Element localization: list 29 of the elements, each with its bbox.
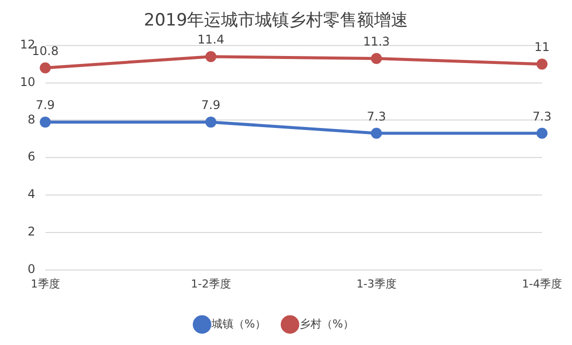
legend-label: 城镇（%） bbox=[210, 317, 266, 330]
data-label: 11.4 bbox=[197, 32, 224, 47]
point bbox=[536, 128, 548, 139]
point bbox=[205, 51, 216, 62]
chart-title: 2019年运城市城镇乡村零售额增速 bbox=[144, 10, 408, 31]
y-tick-label: 10 bbox=[20, 74, 36, 89]
y-tick-label: 4 bbox=[28, 187, 36, 202]
y-tick-label: 8 bbox=[28, 112, 36, 126]
y-tick-label: 0 bbox=[28, 262, 36, 276]
data-label: 7.3 bbox=[532, 109, 552, 124]
data-label: 7.3 bbox=[366, 109, 386, 124]
point bbox=[40, 116, 51, 128]
point bbox=[40, 62, 51, 74]
data-label: 7.9 bbox=[201, 98, 220, 112]
y-tick-label: 2 bbox=[28, 224, 36, 239]
point bbox=[536, 58, 548, 70]
point bbox=[370, 128, 382, 139]
point bbox=[370, 52, 382, 64]
x-tick-label: 1-2季度 bbox=[190, 277, 231, 290]
x-tick-label: 1季度 bbox=[30, 277, 60, 290]
x-tick-label: 1-4季度 bbox=[522, 277, 562, 290]
point bbox=[205, 116, 216, 128]
y-tick-label: 6 bbox=[28, 150, 36, 164]
legend-label: 乡村（%） bbox=[300, 317, 354, 330]
y-tick-label: 12 bbox=[20, 38, 36, 52]
data-label: 7.9 bbox=[36, 98, 55, 112]
data-label: 11.3 bbox=[363, 34, 390, 49]
data-label: 11 bbox=[534, 40, 550, 54]
x-tick-label: 1-3季度 bbox=[356, 277, 396, 290]
